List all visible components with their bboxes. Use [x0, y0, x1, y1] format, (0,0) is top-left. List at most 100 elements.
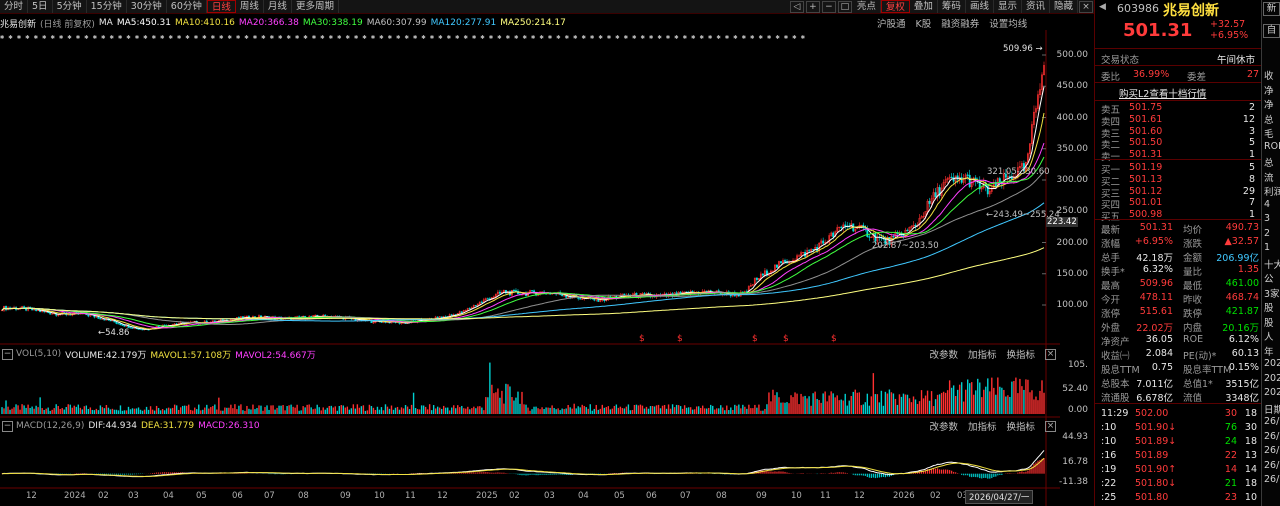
volume-bar [952, 385, 955, 414]
macd-histogram-bar [860, 473, 862, 476]
volume-bar [23, 405, 25, 414]
volume-bar [228, 407, 230, 414]
date-tick: 04 [163, 491, 174, 501]
bid-row[interactable]: 买一 501.19 5 [1095, 162, 1280, 176]
volume-bar [559, 410, 561, 414]
macd-histogram-bar [1039, 459, 1041, 474]
vol-close-icon[interactable]: × [1045, 348, 1056, 360]
new-button[interactable]: 新 [1263, 2, 1280, 16]
chart-tool-2[interactable]: 融资融券 [941, 19, 980, 30]
prev-icon[interactable]: ◁ [789, 0, 804, 13]
bid-row[interactable]: 买四 501.01 7 [1095, 197, 1280, 211]
volume-bar [246, 405, 248, 414]
macd-edit-params-button[interactable]: 改参数 [929, 422, 958, 433]
volume-bar [748, 404, 750, 414]
volume-bar [97, 410, 100, 414]
volume-bar [398, 409, 401, 414]
bid-row[interactable]: 买三 501.12 29 [1095, 186, 1280, 200]
toolbar-right-7[interactable]: 隐藏 [1050, 0, 1078, 13]
macd-histogram-bar [475, 472, 477, 474]
ask-row[interactable]: 卖四 501.61 12 [1095, 114, 1280, 128]
period-tab-7[interactable]: 周线 [236, 0, 264, 13]
layout-icon[interactable]: □ [837, 0, 852, 13]
l2-link[interactable]: 购买L2查看十档行情 [1119, 89, 1207, 100]
volume-bar [1003, 389, 1005, 414]
macd-histogram-bar [535, 473, 537, 476]
toolbar-right-3[interactable]: 筹码 [938, 0, 966, 13]
period-tab-1[interactable]: 5日 [28, 0, 53, 13]
volume-bar [489, 362, 491, 414]
chart-tool-3[interactable]: 设置均线 [989, 19, 1028, 30]
collapse-icon[interactable]: − [2, 348, 13, 360]
side-info-item: 4 [1264, 198, 1271, 210]
vol-edit-params-button[interactable]: 改参数 [929, 350, 958, 361]
tick-row[interactable]: :19 501.90↑ 14 14 [1095, 464, 1280, 475]
macd-histogram-bar [997, 473, 999, 476]
toolbar-right-4[interactable]: 画线 [966, 0, 994, 13]
tick-row[interactable]: :16 501.89 22 13 [1095, 450, 1280, 461]
bid-row[interactable]: 买二 501.13 8 [1095, 174, 1280, 188]
period-tab-4[interactable]: 30分钟 [127, 0, 167, 13]
vol-switch-indicator-button[interactable]: 换指标 [1006, 350, 1035, 361]
volume-bar [93, 410, 96, 414]
volume-bar [250, 409, 252, 414]
toolbar-right-2[interactable]: 叠加 [910, 0, 938, 13]
tick-row[interactable]: :22 501.80↓ 21 18 [1095, 478, 1280, 489]
volume-bar [1009, 396, 1011, 414]
volume-bar [356, 404, 359, 414]
macd-close-icon[interactable]: × [1045, 420, 1056, 432]
tick-row[interactable]: :25 501.80 23 10 [1095, 492, 1280, 503]
volume-bar [818, 400, 820, 414]
chart-tool-0[interactable]: 沪股通 [877, 19, 906, 30]
signal-marks: ✱ ✱ ✱ ✱ ✱ ✱ ✱ ✱ ✱ ✱ ✱ ✱ ✱ ✱ ✱ ✱ ✱ ✱ ✱ ✱ … [0, 33, 805, 41]
chart-tool-1[interactable]: K股 [915, 19, 932, 30]
volume-bar [230, 404, 232, 414]
vol-add-indicator-button[interactable]: 加指标 [967, 350, 997, 361]
collapse-icon[interactable]: − [2, 420, 13, 432]
close-icon[interactable]: × [1079, 0, 1093, 13]
tick-row[interactable]: :10 501.90↓ 76 30 [1095, 422, 1280, 433]
period-tab-0[interactable]: 分时 [0, 0, 29, 13]
zoom-in-icon[interactable]: + [805, 0, 820, 13]
volume-bar [364, 410, 367, 414]
zoom-out-icon[interactable]: − [821, 0, 836, 13]
period-tab-9[interactable]: 更多周期 [292, 0, 339, 13]
self-select-button[interactable]: 自 [1263, 24, 1280, 38]
volume-bar [567, 404, 569, 414]
macd-histogram-bar [99, 473, 101, 475]
quote-header: ◀ 603986 兆易创新 [1095, 2, 1280, 19]
macd-histogram-bar [469, 472, 471, 474]
toolbar-right-6[interactable]: 资讯 [1022, 0, 1050, 13]
macd-histogram-bar [463, 472, 465, 474]
period-tab-3[interactable]: 15分钟 [87, 0, 127, 13]
toolbar-right-1[interactable]: 复权 [880, 0, 910, 13]
tick-row[interactable]: 11:29 502.00 30 18 [1095, 408, 1280, 419]
volume-bar [117, 410, 120, 414]
tick-volume: 24 [1224, 436, 1237, 447]
volume-bar [290, 404, 292, 414]
macd-add-indicator-button[interactable]: 加指标 [967, 422, 997, 433]
period-tab-6[interactable]: 日线 [206, 0, 236, 13]
stat-value: 6.678亿 [1136, 393, 1173, 404]
macd-histogram-bar [274, 473, 276, 475]
ask-row[interactable]: 卖三 501.60 3 [1095, 126, 1280, 140]
volume-bar [573, 403, 575, 414]
collapse-arrow-icon[interactable]: ◀ [1099, 2, 1106, 12]
ask-row[interactable]: 卖二 501.50 5 [1095, 137, 1280, 151]
ask-row[interactable]: 卖一 501.31 1 [1095, 149, 1280, 163]
macd-histogram-bar [920, 470, 923, 474]
ask-row[interactable]: 卖五 501.75 2 [1095, 102, 1280, 116]
tick-row[interactable]: :10 501.89↓ 24 18 [1095, 436, 1280, 447]
kline-chart-area[interactable]: $ $ $ $ $ [0, 30, 1094, 506]
macd-switch-indicator-button[interactable]: 换指标 [1006, 422, 1035, 433]
toolbar-right-0[interactable]: 亮点 [853, 0, 881, 13]
volume-bar [220, 410, 222, 414]
bid-row[interactable]: 买五 500.98 1 [1095, 209, 1280, 223]
date-tick: 09 [756, 491, 767, 501]
stock-name-label: 兆易创新 [0, 19, 37, 30]
period-tab-2[interactable]: 5分钟 [53, 0, 87, 13]
toolbar-right-5[interactable]: 显示 [994, 0, 1022, 13]
period-tab-5[interactable]: 60分钟 [167, 0, 207, 13]
period-tab-8[interactable]: 月线 [264, 0, 292, 13]
